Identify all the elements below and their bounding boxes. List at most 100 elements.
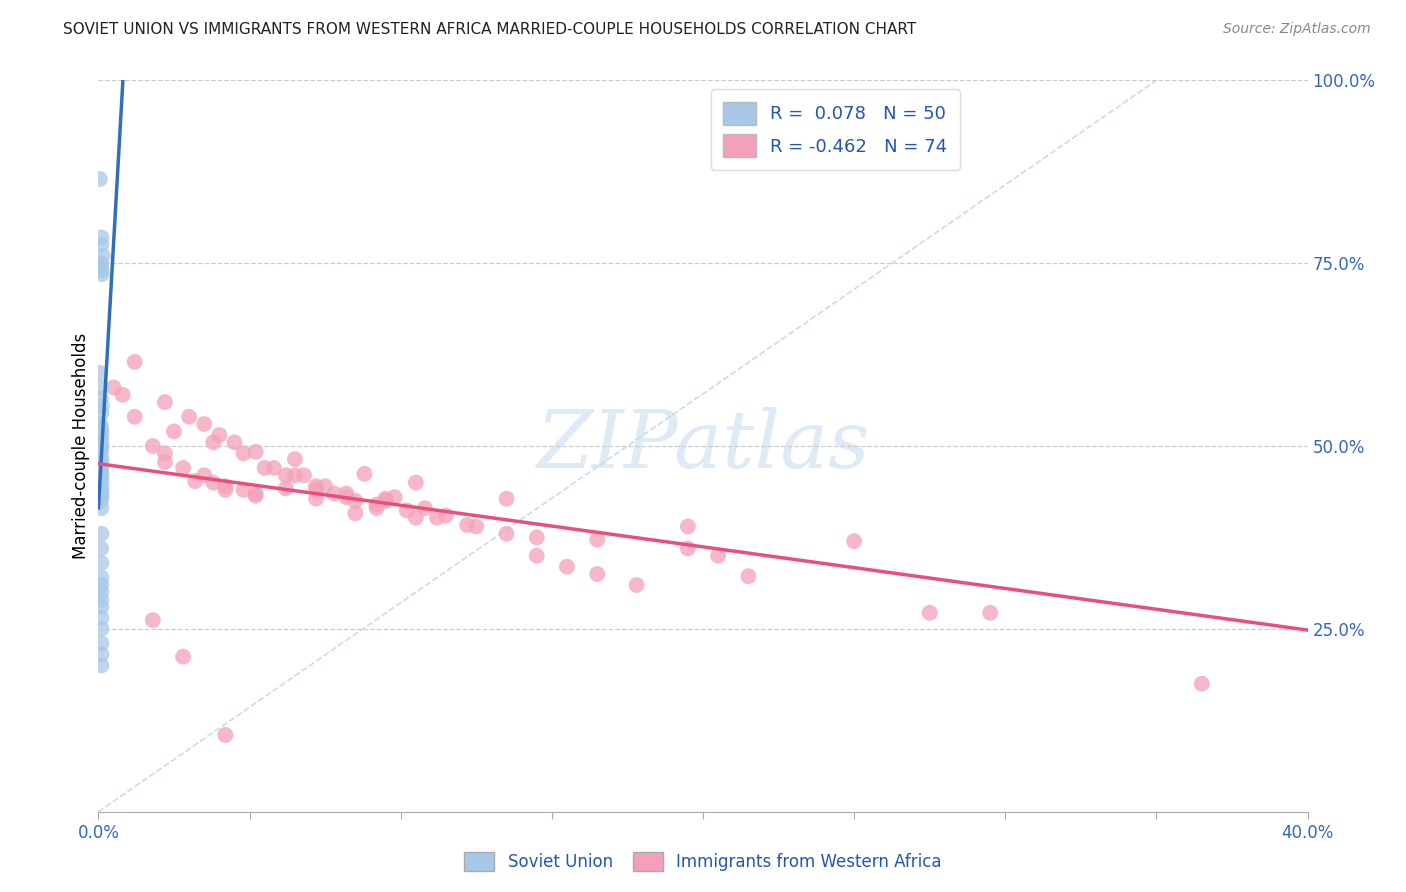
Point [208, 428, 231, 442]
Point [214, 483, 236, 497]
Point [172, 461, 194, 475]
Point [90, 472, 112, 486]
Point [366, 498, 388, 512]
Point [90, 432, 112, 446]
Point [90, 406, 112, 420]
Point [90, 636, 112, 650]
Point [90, 585, 112, 599]
Point [90, 483, 112, 497]
Point [274, 468, 297, 483]
Point [179, 409, 201, 424]
Point [353, 467, 375, 481]
Point [90, 494, 112, 508]
Point [91, 267, 114, 281]
Point [90, 263, 112, 277]
Point [284, 468, 307, 483]
Point [193, 468, 215, 483]
Point [193, 417, 215, 431]
Point [526, 530, 548, 544]
Point [90, 428, 112, 442]
Point [90, 435, 112, 450]
Point [314, 479, 336, 493]
Point [323, 486, 346, 500]
Point [90, 230, 112, 244]
Point [245, 445, 267, 459]
Point [124, 355, 146, 369]
Point [91, 249, 114, 263]
Point [90, 425, 112, 439]
Point [245, 486, 267, 500]
Point [153, 455, 176, 469]
Point [111, 388, 134, 402]
Point [384, 490, 406, 504]
Point [89, 446, 111, 460]
Point [90, 468, 112, 483]
Point [335, 486, 357, 500]
Point [495, 491, 517, 506]
Point [142, 613, 165, 627]
Point [90, 622, 112, 636]
Point [426, 510, 449, 524]
Point [91, 399, 114, 413]
Point [90, 421, 112, 435]
Point [103, 380, 125, 394]
Point [90, 571, 112, 585]
Y-axis label: Married-couple Households: Married-couple Households [72, 333, 90, 559]
Point [163, 425, 186, 439]
Point [90, 648, 112, 662]
Point [214, 479, 236, 493]
Point [245, 489, 267, 503]
Point [305, 479, 328, 493]
Point [292, 468, 315, 483]
Point [274, 482, 297, 496]
Point [153, 446, 176, 460]
Point [90, 256, 112, 270]
Point [90, 578, 112, 592]
Point [526, 549, 548, 563]
Point [405, 475, 427, 490]
Point [465, 519, 488, 533]
Point [676, 519, 699, 533]
Point [395, 503, 418, 517]
Point [344, 506, 367, 520]
Point [555, 559, 578, 574]
Point [456, 518, 478, 533]
Point [90, 474, 112, 488]
Point [90, 465, 112, 479]
Point [90, 260, 112, 274]
Point [586, 567, 609, 582]
Point [90, 453, 112, 467]
Point [90, 599, 112, 614]
Point [90, 490, 112, 504]
Point [844, 534, 866, 549]
Point [184, 474, 207, 488]
Text: Source: ZipAtlas.com: Source: ZipAtlas.com [1223, 22, 1371, 37]
Point [90, 439, 112, 453]
Text: ZIPatlas: ZIPatlas [536, 408, 870, 484]
Point [124, 409, 146, 424]
Point [305, 491, 328, 506]
Point [676, 541, 699, 556]
Legend: R =  0.078   N = 50, R = -0.462   N = 74: R = 0.078 N = 50, R = -0.462 N = 74 [710, 89, 960, 170]
Point [214, 728, 236, 742]
Point [284, 452, 307, 467]
Point [626, 578, 648, 592]
Point [979, 606, 1001, 620]
Point [90, 658, 112, 673]
Point [434, 508, 457, 523]
Point [153, 395, 176, 409]
Point [90, 441, 112, 455]
Point [232, 483, 254, 497]
Point [305, 483, 328, 497]
Point [90, 442, 112, 457]
Point [90, 556, 112, 570]
Point [344, 494, 367, 508]
Point [202, 475, 225, 490]
Point [253, 461, 276, 475]
Point [413, 501, 436, 516]
Point [263, 461, 285, 475]
Point [90, 592, 112, 607]
Point [586, 533, 609, 547]
Point [224, 435, 246, 450]
Point [495, 526, 517, 541]
